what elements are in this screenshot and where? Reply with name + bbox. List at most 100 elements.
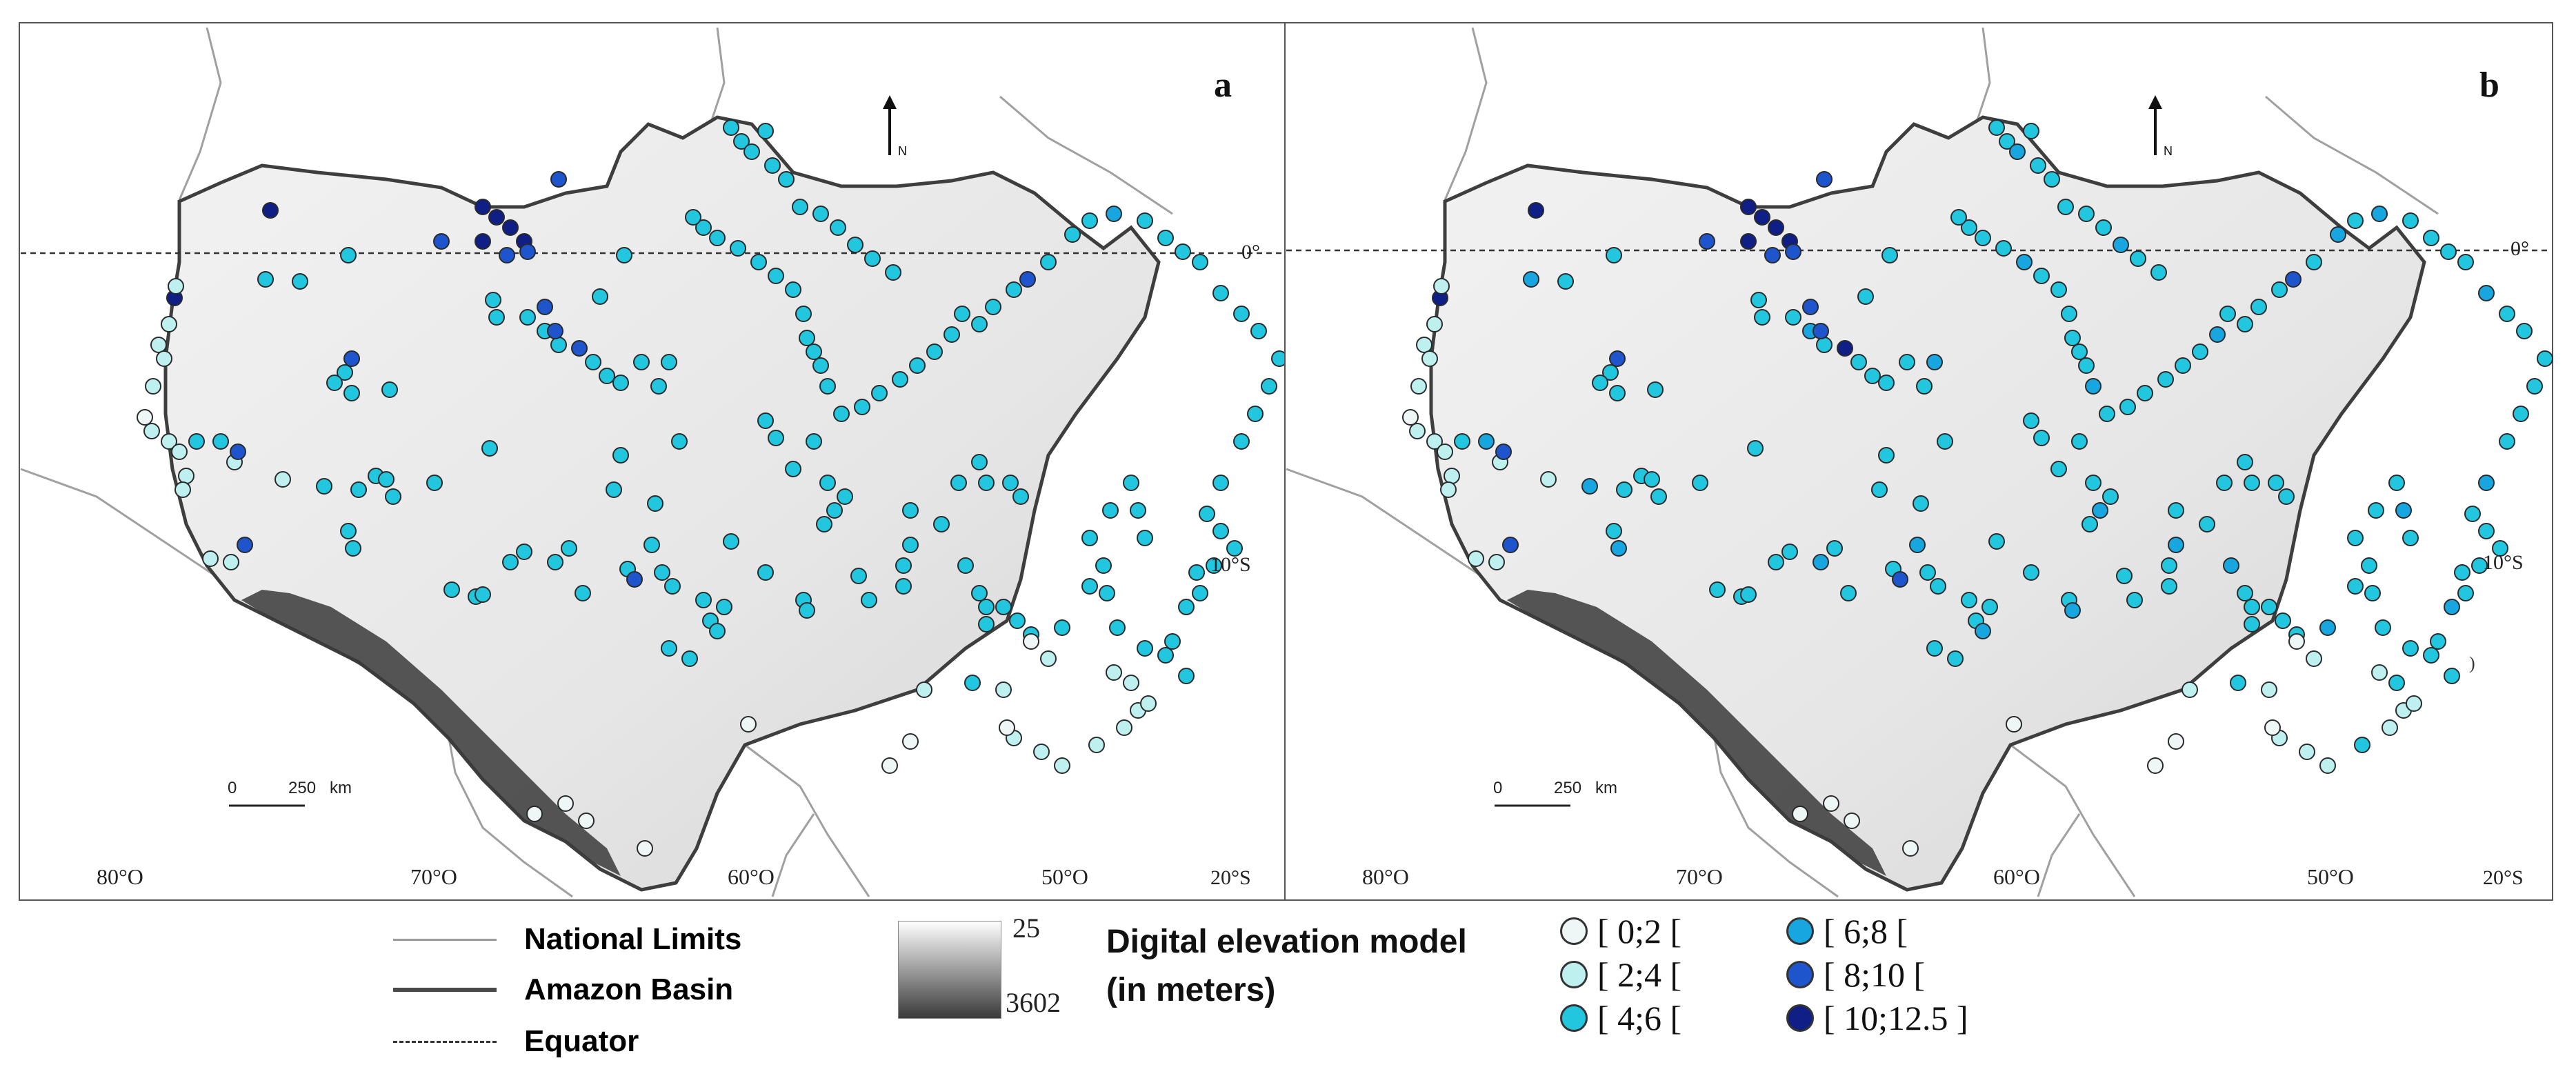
station-marker — [1961, 219, 1977, 236]
station-marker — [806, 433, 822, 450]
station-marker — [1137, 530, 1153, 546]
station-marker — [916, 681, 932, 698]
station-marker — [764, 157, 781, 174]
station-marker — [2457, 254, 2474, 270]
station-marker — [2023, 412, 2039, 429]
station-marker — [326, 375, 343, 391]
station-marker — [1988, 119, 2005, 136]
station-marker — [2430, 633, 2446, 650]
station-marker — [1999, 133, 2015, 150]
scale-bar-a: 0 250 km — [228, 779, 352, 807]
legend-class-label: [ 2;4 [ — [1597, 955, 1682, 994]
station-marker — [1740, 199, 1757, 215]
station-marker — [1878, 447, 1895, 464]
station-marker — [612, 375, 629, 391]
station-marker — [1754, 209, 1770, 226]
panel-label-a: a — [1214, 66, 1232, 105]
station-marker — [2306, 650, 2322, 667]
legend-class-dot — [1786, 917, 1814, 945]
station-marker — [964, 675, 981, 691]
station-marker — [833, 406, 850, 422]
station-marker — [1040, 650, 1057, 667]
station-marker — [933, 516, 950, 532]
station-marker — [343, 385, 360, 401]
station-marker — [385, 488, 401, 505]
station-marker — [2237, 316, 2253, 332]
station-marker — [881, 757, 898, 774]
station-marker — [2371, 206, 2388, 222]
station-marker — [1478, 433, 1495, 450]
station-marker — [2444, 599, 2460, 615]
station-marker — [2099, 406, 2115, 422]
station-marker — [2492, 540, 2508, 557]
station-marker — [526, 806, 543, 822]
station-marker — [671, 433, 688, 450]
station-marker — [695, 592, 712, 608]
scale-bar-b: 0 250 km — [1493, 779, 1617, 807]
station-marker — [895, 578, 912, 595]
station-marker — [143, 423, 160, 439]
station-marker — [2526, 378, 2543, 395]
station-marker — [150, 337, 167, 353]
station-marker — [957, 557, 974, 574]
station-marker — [1988, 533, 2005, 550]
station-marker — [716, 599, 732, 615]
station-marker — [488, 209, 505, 226]
station-marker — [2085, 475, 2101, 491]
station-marker — [1768, 219, 1784, 236]
legend-class-6-8: [ 6;8 [ — [1786, 912, 1908, 950]
station-marker — [1813, 323, 1829, 339]
station-marker — [2513, 406, 2529, 422]
svg-text:250: 250 — [288, 779, 316, 797]
station-marker — [902, 733, 919, 750]
station-marker — [2130, 250, 2146, 267]
station-marker — [1926, 354, 1943, 370]
station-marker — [999, 719, 1015, 736]
station-marker — [223, 554, 239, 570]
station-marker — [978, 616, 995, 632]
station-marker — [1199, 506, 1215, 522]
lat-ticks-a: 0° 10°S 20°S — [1210, 241, 1260, 889]
station-marker — [902, 502, 919, 519]
station-marker — [381, 381, 398, 398]
station-marker — [2244, 599, 2260, 615]
svg-text:70°O: 70°O — [410, 864, 457, 889]
legend-class-label: [ 0;2 [ — [1597, 912, 1682, 950]
station-marker — [1557, 273, 1574, 290]
station-marker — [1781, 544, 1798, 560]
station-marker — [812, 357, 829, 374]
station-marker — [643, 537, 660, 553]
station-marker — [847, 237, 863, 253]
station-marker — [799, 602, 815, 619]
station-marker — [1437, 444, 1453, 460]
station-marker — [1754, 309, 1770, 326]
station-marker — [2464, 506, 2481, 522]
station-marker — [885, 264, 901, 281]
station-marker — [488, 309, 505, 326]
station-marker — [2268, 475, 2284, 491]
station-marker — [1871, 481, 1888, 498]
station-marker — [1899, 354, 1915, 370]
station-marker — [2388, 475, 2405, 491]
station-marker — [664, 578, 681, 595]
station-marker — [2168, 733, 2184, 750]
station-marker — [1502, 537, 1519, 553]
station-marker — [1864, 368, 1881, 384]
station-marker — [2006, 716, 2022, 733]
station-marker — [1813, 554, 1829, 570]
station-marker — [1081, 212, 1098, 229]
station-marker — [1840, 585, 1857, 601]
station-marker — [1616, 481, 1633, 498]
station-marker — [345, 540, 361, 557]
station-marker — [1523, 271, 1539, 288]
station-marker — [443, 581, 460, 598]
station-marker — [1206, 557, 1222, 574]
station-marker — [1592, 375, 1608, 391]
station-marker — [633, 354, 650, 370]
station-marker — [1857, 288, 1874, 305]
station-marker — [995, 681, 1012, 698]
station-marker — [826, 502, 843, 519]
station-marker — [2388, 675, 2405, 691]
station-marker — [1909, 537, 1926, 553]
station-marker — [2364, 585, 2381, 601]
